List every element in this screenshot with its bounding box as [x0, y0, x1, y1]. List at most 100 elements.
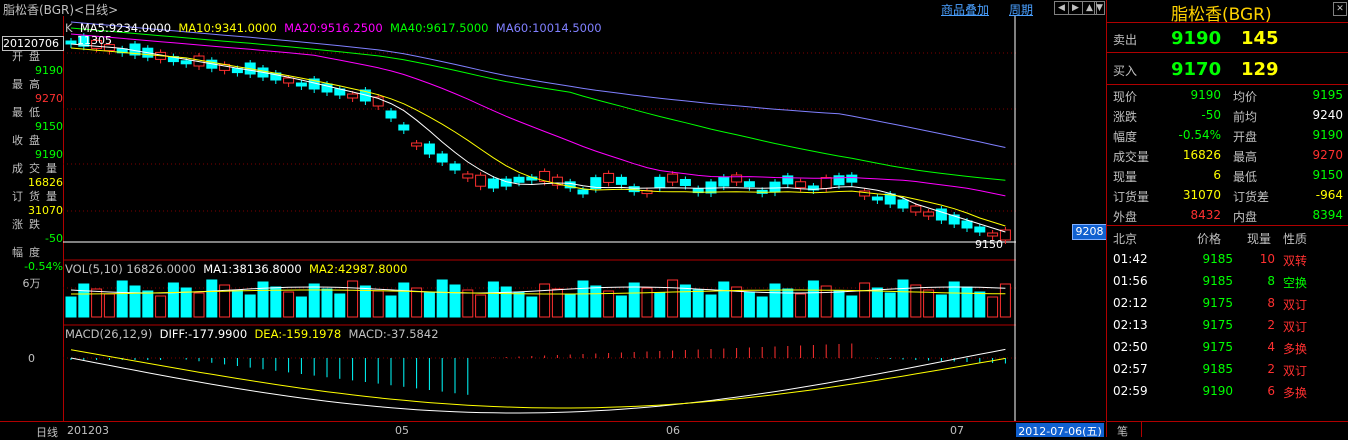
info-label: 订货量	[12, 190, 63, 203]
ma20-line	[70, 33, 1006, 197]
info-label: 幅度	[12, 246, 46, 259]
candle-body	[590, 177, 602, 190]
volume-bar	[78, 283, 90, 318]
volume-bar	[641, 287, 653, 318]
time-axis-bar: 日线 201203 05 06 07 2012-07-06(五)	[0, 421, 1105, 439]
buy-volume: 129	[1241, 59, 1279, 80]
tick-price: 9175	[1202, 318, 1233, 332]
quote-label: 开盘	[1233, 130, 1258, 144]
volume-bar	[436, 279, 448, 318]
volume-bar	[142, 290, 154, 318]
tick-time: 01:56	[1113, 274, 1148, 288]
nav-right-button[interactable]: ▶	[1068, 1, 1083, 15]
candle-body	[321, 83, 333, 93]
candle-body	[743, 181, 755, 188]
volume-bar	[731, 286, 743, 318]
tick-nature: 双转	[1283, 254, 1308, 268]
chart-area[interactable]: K MA5:9234.0000 MA10:9341.0000 MA20:9516…	[63, 16, 1016, 421]
close-icon[interactable]: ✕	[1333, 2, 1347, 16]
tick-time: 02:57	[1113, 362, 1148, 376]
divider	[1107, 52, 1348, 53]
volume-bar	[423, 292, 435, 318]
info-label: 涨跌	[12, 218, 46, 231]
quote-value: 8432	[1190, 208, 1221, 222]
candle-body	[961, 220, 973, 229]
volume-bar	[334, 293, 346, 318]
volume-bar	[321, 288, 333, 318]
candle-body	[846, 174, 858, 183]
overlay-link[interactable]: 商品叠加	[941, 3, 990, 17]
tick-price: 9185	[1202, 362, 1233, 376]
tick-row[interactable]: 02:57 9185 2 双订	[1107, 362, 1348, 382]
quote-value: 9190	[1312, 128, 1343, 142]
volume-bar	[654, 292, 666, 318]
period-link[interactable]: 周期	[1009, 3, 1034, 17]
quote-value: 9150	[1312, 168, 1343, 182]
volume-bar	[782, 288, 794, 318]
volume-bar	[193, 292, 205, 318]
candle-body	[423, 143, 435, 155]
quote-label: 订货量	[1113, 190, 1150, 204]
volume-bar	[155, 295, 167, 318]
tick-nature: 双订	[1283, 320, 1308, 334]
tick-row[interactable]: 02:50 9175 4 多换	[1107, 340, 1348, 360]
info-value: 9150	[35, 120, 63, 133]
candle-body	[539, 170, 551, 182]
chart-canvas[interactable]	[63, 16, 1016, 421]
candle-body	[974, 226, 986, 233]
volume-bar	[679, 284, 691, 318]
candle-body	[577, 189, 589, 195]
candle-body	[923, 211, 935, 217]
volume-bar	[180, 287, 192, 318]
volume-bar	[526, 296, 538, 318]
info-label: 最高	[12, 78, 46, 91]
tick-vol: 2	[1267, 362, 1275, 376]
volume-bar	[347, 280, 359, 318]
volume-bar	[167, 282, 179, 318]
volume-bar	[577, 280, 589, 318]
volume-bar	[961, 286, 973, 318]
volume-bar	[411, 287, 423, 318]
info-value: 9270	[35, 92, 63, 105]
candle-body	[283, 77, 295, 84]
volume-bar	[103, 293, 115, 318]
info-label: 开盘	[12, 50, 46, 63]
volume-bar	[590, 285, 602, 318]
tick-tab-label[interactable]: 笔	[1117, 425, 1128, 438]
nav-down-button[interactable]: ▼	[1094, 1, 1105, 15]
tick-row[interactable]: 02:59 9190 6 多换	[1107, 384, 1348, 404]
tick-vol: 10	[1259, 252, 1275, 266]
info-label: 成交量	[12, 162, 63, 175]
volume-bar	[308, 283, 320, 318]
candle-body	[449, 163, 461, 171]
legend-macd-value: MACD:-37.5842	[348, 327, 439, 341]
tick-time: 01:42	[1113, 252, 1148, 266]
tick-row[interactable]: 01:56 9185 8 空换	[1107, 274, 1348, 294]
candle-body	[667, 173, 679, 183]
candle-body	[436, 153, 448, 163]
macd-dea-line	[70, 349, 1006, 409]
tick-price: 9175	[1202, 340, 1233, 354]
divider	[1107, 225, 1348, 226]
candle-body	[603, 172, 615, 183]
volume-bar	[398, 282, 410, 318]
nav-up-button[interactable]: ▲	[1082, 1, 1097, 15]
macd-zero-label: 0	[28, 352, 35, 365]
candle-body	[705, 181, 717, 194]
ma10-line	[70, 47, 1006, 227]
quote-label: 涨跌	[1113, 110, 1138, 124]
quote-label: 订货差	[1233, 190, 1270, 204]
volume-bar	[756, 296, 768, 318]
nav-left-button[interactable]: ◀	[1054, 1, 1069, 15]
legend-ma60: MA60:10014.5000	[495, 21, 602, 35]
volume-ma2-line	[71, 289, 1006, 295]
tick-row[interactable]: 02:13 9175 2 双订	[1107, 318, 1348, 338]
candle-body	[935, 208, 947, 221]
candle-body	[987, 232, 999, 237]
tick-row[interactable]: 01:42 9185 10 双转	[1107, 252, 1348, 272]
tick-row[interactable]: 02:12 9175 8 双订	[1107, 296, 1348, 316]
tick-vol: 2	[1267, 318, 1275, 332]
quote-title: 脂松香(BGR)	[1171, 5, 1272, 25]
candle-body	[999, 229, 1011, 241]
period-label[interactable]: 日线	[36, 426, 58, 439]
